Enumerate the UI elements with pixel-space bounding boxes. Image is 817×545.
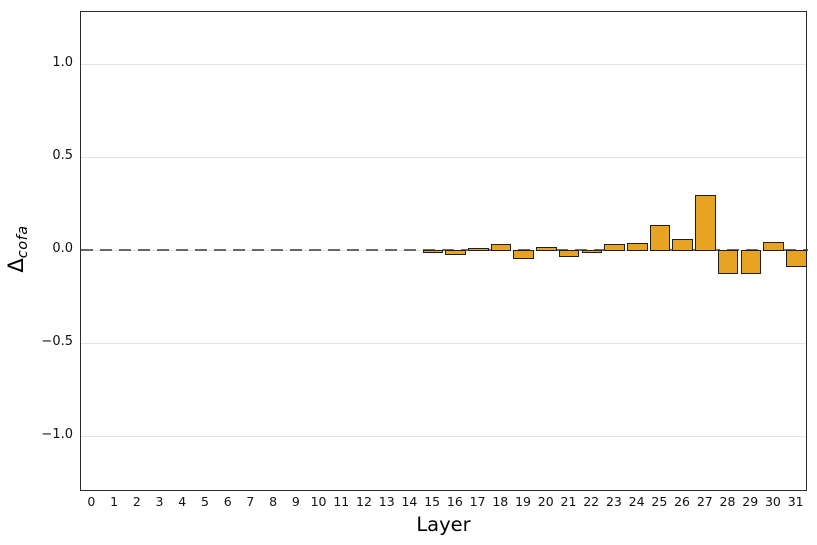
bar-layer-28	[717, 250, 739, 275]
x-tick-label-22: 22	[583, 494, 600, 509]
x-tick-label-7: 7	[246, 494, 255, 509]
x-tick-label-2: 2	[132, 494, 141, 509]
y-tick-label: 0.0	[52, 241, 73, 257]
x-tick-label-17: 17	[469, 494, 486, 509]
bar-layer-18	[490, 244, 512, 251]
x-tick-label-3: 3	[155, 494, 164, 509]
x-tick-label-1: 1	[110, 494, 119, 509]
bar-layer-25	[649, 224, 671, 251]
x-tick-label-6: 6	[223, 494, 232, 509]
bar-layer-26	[672, 238, 694, 251]
x-axis-tick-labels: 0 1 2 3 4 5 6 7 8 9 10 11 12 13 14 15 16 17 18 19 20 21 22 23 24…	[80, 494, 807, 512]
plot-area	[80, 11, 808, 491]
x-tick-label-12: 12	[356, 494, 372, 509]
x-tick-label-14: 14	[401, 494, 418, 509]
x-tick-label-26: 26	[674, 494, 690, 509]
x-tick-label-30: 30	[764, 494, 781, 509]
bar-layer-20	[536, 247, 557, 251]
x-tick-label-23: 23	[605, 494, 622, 509]
zero-dashed-line	[81, 249, 808, 251]
x-tick-label-5: 5	[200, 494, 209, 509]
x-tick-label-11: 11	[333, 494, 350, 509]
x-tick-label-27: 27	[696, 494, 713, 509]
x-tick-label-28: 28	[719, 494, 736, 509]
y-tick-label: −0.5	[41, 334, 73, 350]
bar-layer-21	[558, 250, 580, 257]
bar-layer-15	[422, 250, 444, 254]
x-tick-label-4: 4	[178, 494, 187, 509]
y-axis-tick-labels: 1.0 0.5 0.0 −0.5 −1.0	[0, 11, 73, 491]
x-tick-label-15: 15	[424, 494, 441, 509]
bar-layer-22	[581, 250, 603, 253]
bar-layer-19	[513, 250, 535, 259]
bar-layer-27	[695, 194, 716, 251]
bar-layer-29	[740, 250, 762, 275]
x-tick-label-24: 24	[628, 494, 645, 509]
bar-layer-24	[626, 242, 648, 251]
x-tick-label-25: 25	[651, 494, 668, 509]
bar-layer-30	[763, 242, 784, 251]
x-tick-label-0: 0	[87, 494, 96, 509]
bar-layer-23	[604, 244, 625, 251]
x-tick-label-13: 13	[378, 494, 395, 509]
bar-layer-17	[467, 248, 489, 251]
gridline-y-−1.0	[81, 435, 806, 437]
x-tick-label-31: 31	[787, 494, 804, 509]
x-tick-label-9: 9	[291, 494, 300, 509]
x-tick-label-18: 18	[492, 494, 509, 509]
gridline-y-1.0	[81, 63, 806, 65]
bar-layer-16	[445, 250, 466, 256]
x-tick-label-16: 16	[446, 494, 463, 509]
x-tick-label-21: 21	[560, 494, 577, 509]
y-tick-label: 0.5	[52, 148, 73, 164]
bar-layer-31	[786, 250, 807, 267]
x-tick-label-20: 20	[537, 494, 554, 509]
x-tick-label-8: 8	[269, 494, 278, 509]
y-tick-label: −1.0	[41, 427, 73, 443]
y-tick-label: 1.0	[52, 55, 73, 71]
gridline-y-0.5	[81, 156, 806, 158]
x-axis-label: Layer	[416, 513, 471, 536]
x-tick-label-29: 29	[742, 494, 759, 509]
x-tick-label-19: 19	[515, 494, 531, 509]
x-tick-label-10: 10	[310, 494, 327, 509]
gridline-y-−0.5	[81, 342, 806, 344]
